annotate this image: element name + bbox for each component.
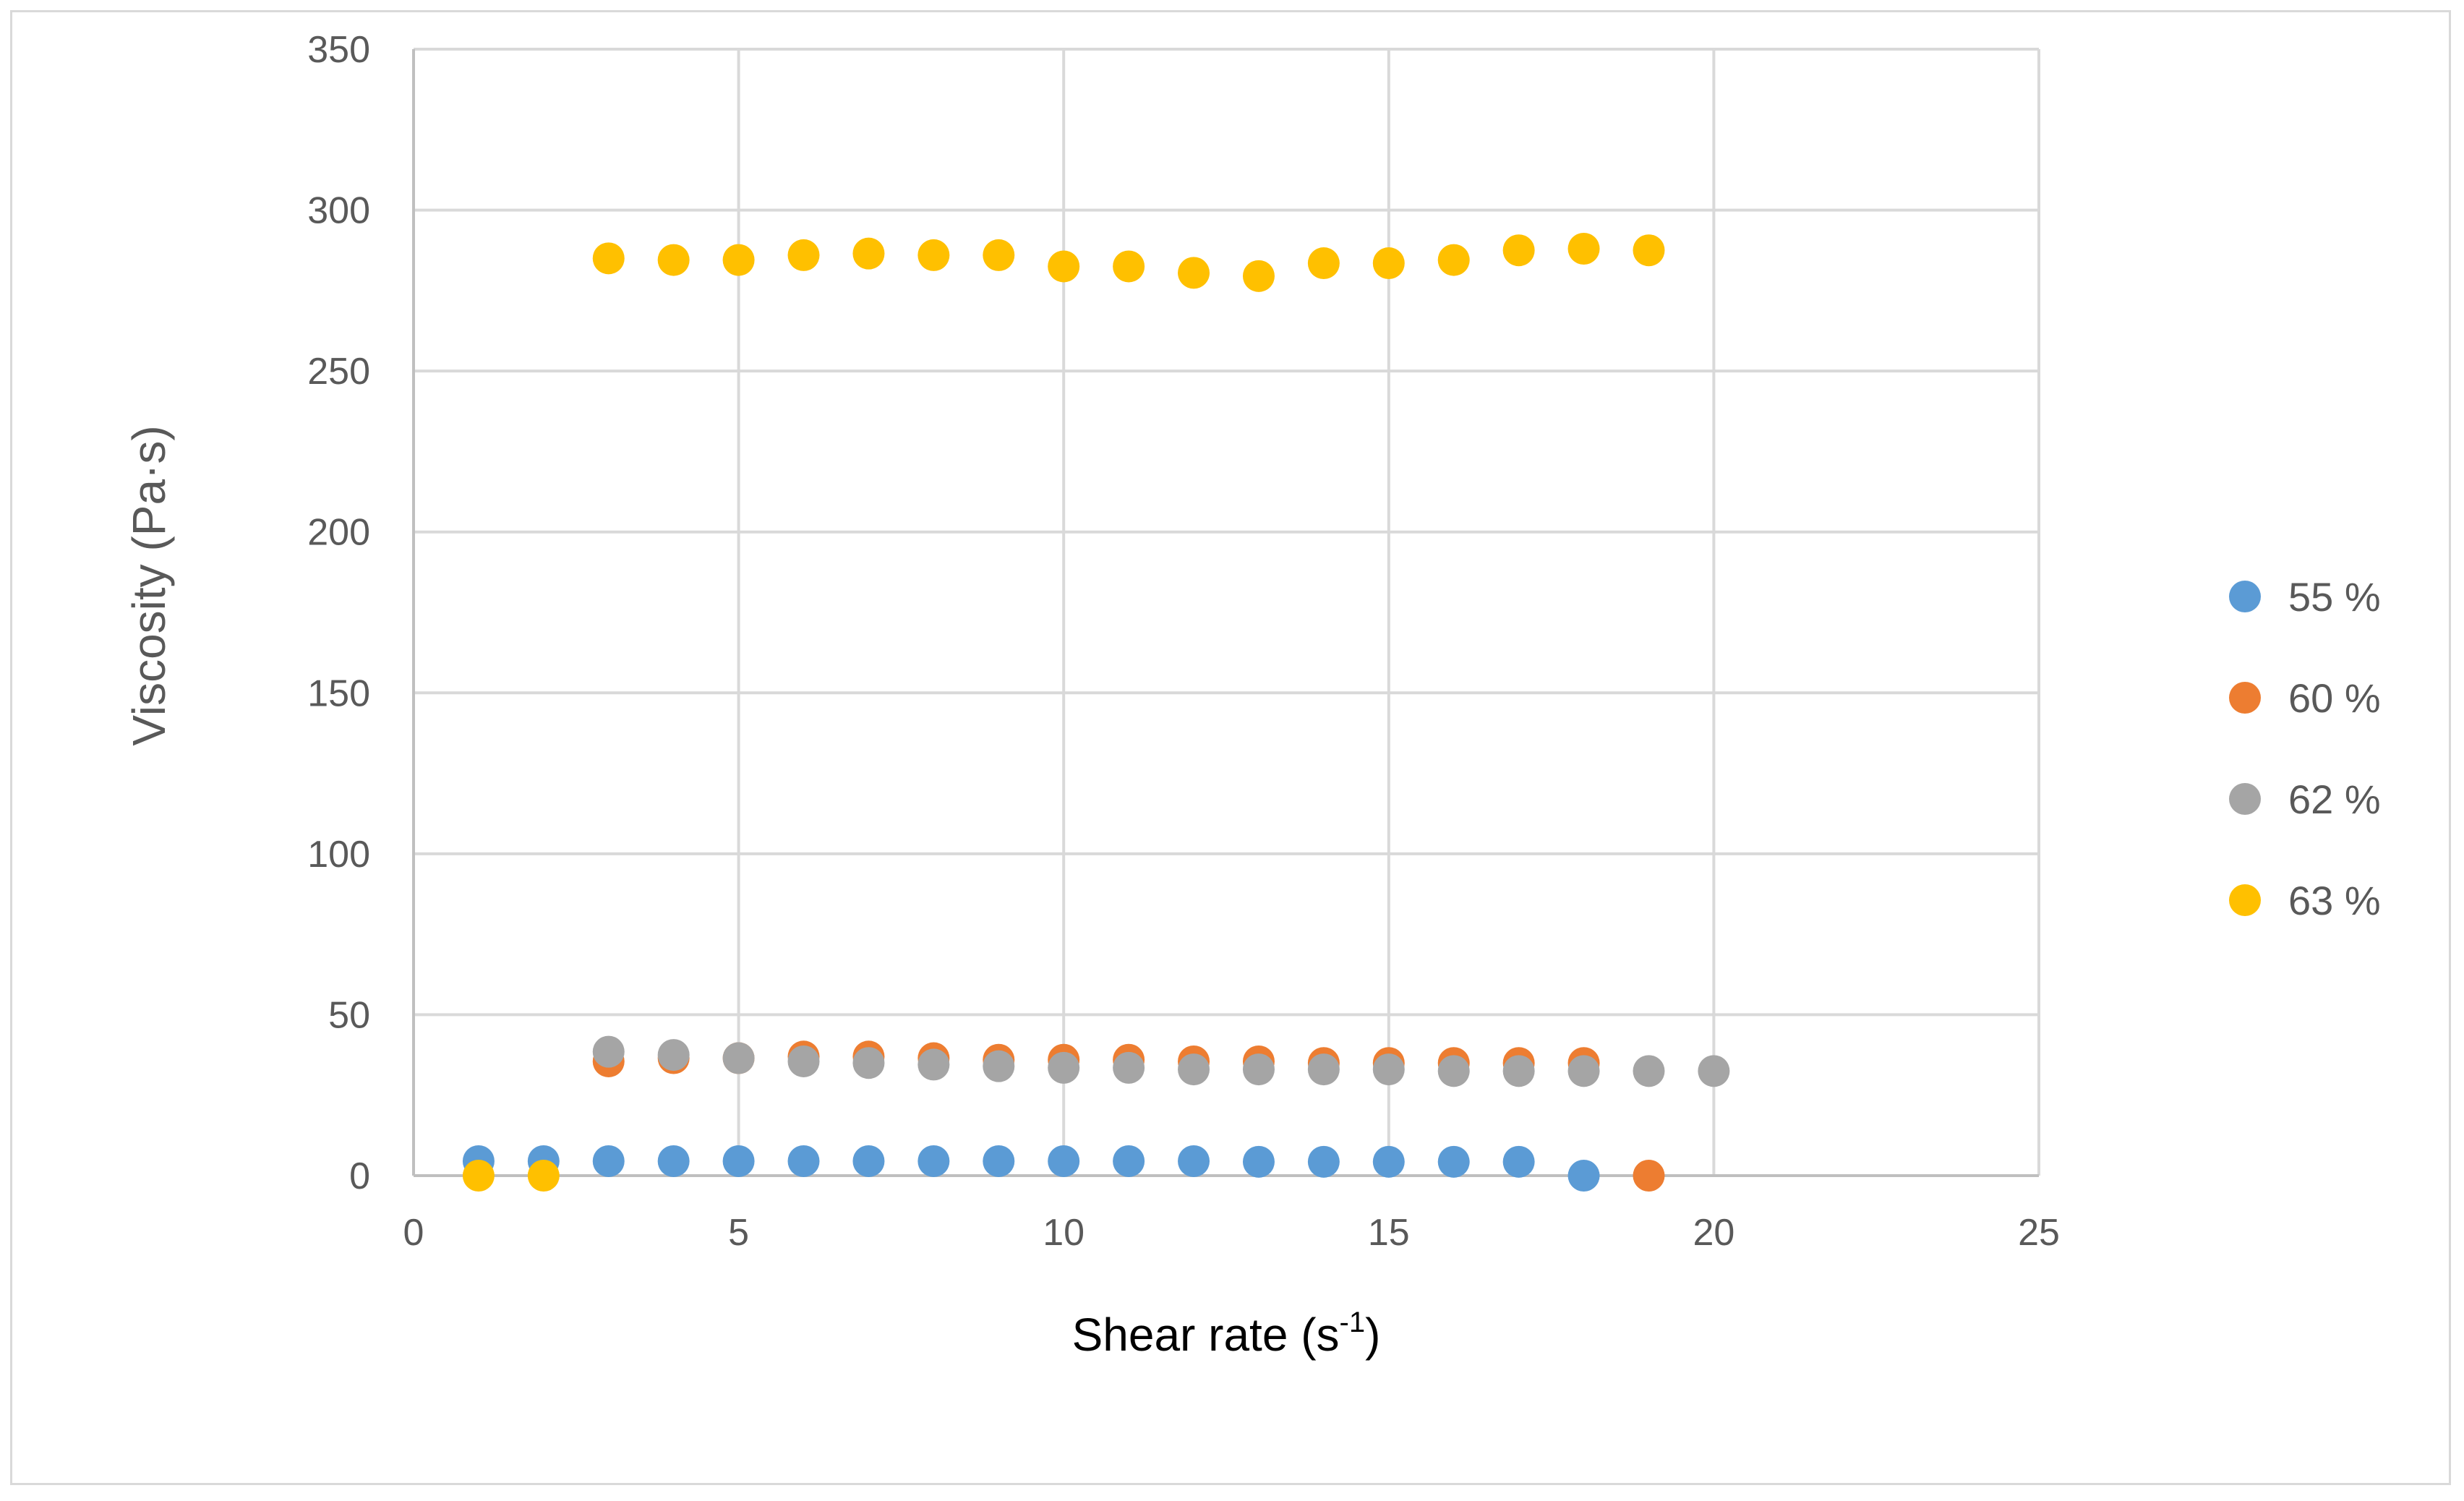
legend-marker-63 xyxy=(2229,884,2261,916)
legend-marker-62 xyxy=(2229,783,2261,815)
data-point-63 xyxy=(983,239,1015,271)
data-point-62 xyxy=(983,1050,1015,1082)
data-point-55 xyxy=(1567,1160,1600,1192)
data-point-62 xyxy=(1048,1051,1080,1084)
data-point-62 xyxy=(657,1039,690,1072)
data-point-55 xyxy=(592,1145,625,1177)
data-point-55 xyxy=(787,1145,820,1177)
data-point-63 xyxy=(657,244,690,276)
data-point-63 xyxy=(1372,247,1405,280)
data-point-62 xyxy=(722,1042,755,1074)
data-point-63 xyxy=(1567,232,1600,265)
data-point-63 xyxy=(1502,234,1535,267)
legend-marker-55 xyxy=(2229,581,2261,612)
y-tick-label: 200 xyxy=(307,512,370,554)
axes xyxy=(412,49,2039,1177)
y-axis-title: Viscosity (Pa·s) xyxy=(123,425,175,745)
data-point-55 xyxy=(1242,1145,1275,1178)
x-axis-title-superscript: -1 xyxy=(1340,1307,1366,1338)
data-point-63 xyxy=(852,237,885,270)
data-point-62 xyxy=(1567,1055,1600,1087)
data-point-55 xyxy=(917,1145,950,1177)
data-point-62 xyxy=(787,1045,820,1077)
x-tick-label: 15 xyxy=(1368,1212,1410,1254)
legend-marker-60 xyxy=(2229,682,2261,714)
data-point-63 xyxy=(917,239,950,271)
data-point-63 xyxy=(1242,260,1275,292)
legend-label-62: 62 % xyxy=(2288,777,2381,822)
y-tick-label: 100 xyxy=(307,834,370,876)
legend: 55 % 60 % 62 % 63 % xyxy=(2229,574,2381,923)
x-tick-label: 0 xyxy=(403,1212,424,1254)
data-point-62 xyxy=(1372,1053,1405,1086)
y-tick-label: 150 xyxy=(307,672,370,714)
data-point-62 xyxy=(592,1035,625,1068)
data-point-62 xyxy=(917,1048,950,1081)
y-tick-label: 250 xyxy=(307,351,370,393)
data-point-62 xyxy=(1698,1055,1730,1087)
y-tick-label: 350 xyxy=(307,29,370,71)
data-point-55 xyxy=(1048,1145,1080,1177)
data-point-63 xyxy=(1178,257,1210,289)
data-point-62 xyxy=(1178,1053,1210,1086)
data-points xyxy=(462,232,1730,1192)
x-axis-title: Shear rate (s-1) xyxy=(1072,1307,1381,1361)
x-tick-label: 10 xyxy=(1043,1212,1085,1254)
data-point-62 xyxy=(1242,1053,1275,1086)
data-point-55 xyxy=(1113,1145,1145,1177)
data-point-55 xyxy=(1502,1145,1535,1178)
data-point-62 xyxy=(852,1047,885,1079)
data-point-55 xyxy=(1372,1145,1405,1178)
data-point-63 xyxy=(722,244,755,276)
legend-label-63: 63 % xyxy=(2288,878,2381,923)
data-point-55 xyxy=(657,1145,690,1177)
x-tick-label: 25 xyxy=(2018,1212,2060,1254)
legend-label-55: 55 % xyxy=(2288,574,2381,620)
data-point-63 xyxy=(592,242,625,275)
x-tick-label: 20 xyxy=(1693,1212,1734,1254)
y-tick-label: 300 xyxy=(307,190,370,232)
data-point-62 xyxy=(1633,1055,1665,1087)
data-point-63 xyxy=(1633,234,1665,267)
data-point-62 xyxy=(1437,1055,1470,1087)
data-point-62 xyxy=(1113,1051,1145,1084)
data-point-63 xyxy=(1437,244,1470,276)
data-point-55 xyxy=(722,1145,755,1177)
data-point-55 xyxy=(1178,1145,1210,1177)
gridlines xyxy=(414,48,2040,1176)
chart-frame xyxy=(10,10,2451,1485)
data-point-55 xyxy=(1307,1145,1340,1178)
data-point-63 xyxy=(1113,250,1145,283)
x-tick-label: 5 xyxy=(728,1212,749,1254)
data-point-55 xyxy=(983,1145,1015,1177)
legend-label-60: 60 % xyxy=(2288,675,2381,721)
data-point-63 xyxy=(462,1160,495,1192)
data-point-63 xyxy=(787,239,820,271)
x-axis-title-suffix: ) xyxy=(1365,1309,1380,1361)
data-point-63 xyxy=(527,1160,560,1192)
data-point-62 xyxy=(1502,1055,1535,1087)
data-point-63 xyxy=(1307,247,1340,280)
data-point-55 xyxy=(852,1145,885,1177)
data-point-60 xyxy=(1633,1160,1665,1192)
y-tick-label: 50 xyxy=(328,994,370,1036)
data-point-63 xyxy=(1048,250,1080,283)
y-tick-label: 0 xyxy=(349,1155,370,1197)
tick-labels: 0 50 100 150 200 250 300 350 0 5 10 15 20 25 xyxy=(307,29,2060,1254)
data-point-55 xyxy=(1437,1145,1470,1178)
x-axis-title-main: Shear rate (s xyxy=(1072,1309,1340,1361)
data-point-62 xyxy=(1307,1053,1340,1086)
